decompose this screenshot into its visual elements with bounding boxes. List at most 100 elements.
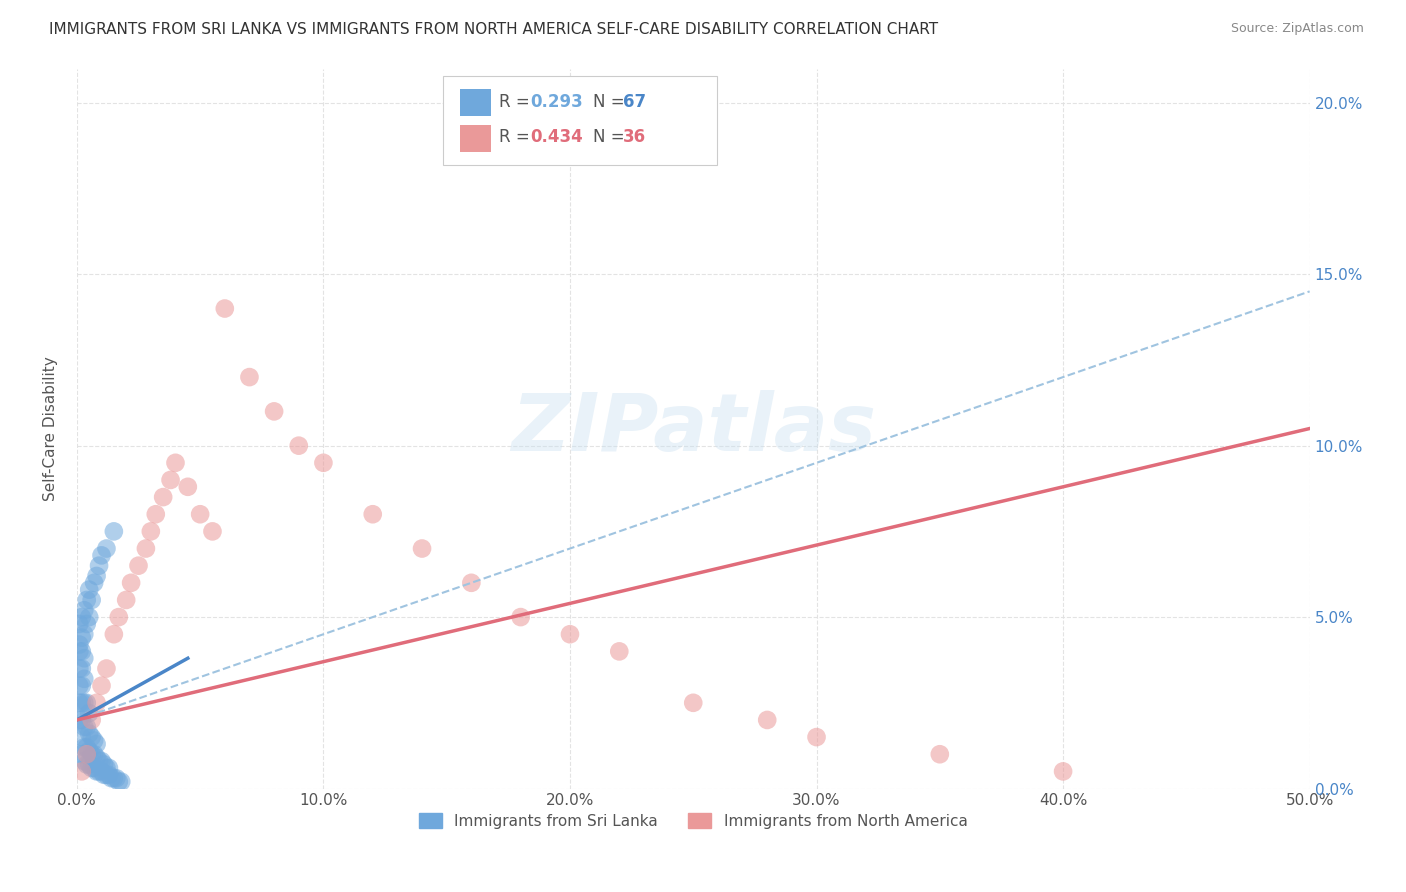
Point: [86, 569, 108, 583]
Point: [460, 575, 482, 590]
Text: R =: R =: [499, 128, 536, 146]
Point: [73, 651, 96, 665]
Point: [177, 480, 200, 494]
Point: [76, 616, 98, 631]
Text: N =: N =: [593, 93, 630, 111]
Point: [73, 627, 96, 641]
Point: [90, 754, 112, 768]
Point: [77, 582, 100, 597]
Point: [145, 507, 167, 521]
Point: [238, 370, 260, 384]
Text: N =: N =: [593, 128, 630, 146]
Point: [96, 541, 118, 556]
Point: [86, 764, 108, 779]
Point: [80, 761, 103, 775]
Point: [90, 764, 112, 779]
Point: [159, 473, 181, 487]
Point: [80, 747, 103, 762]
Text: ZIPatlas: ZIPatlas: [510, 390, 876, 467]
Point: [120, 575, 142, 590]
Point: [86, 696, 108, 710]
Point: [93, 757, 115, 772]
Point: [76, 696, 98, 710]
Point: [76, 720, 98, 734]
Point: [96, 768, 118, 782]
Point: [83, 575, 105, 590]
Point: [110, 774, 132, 789]
Point: [509, 610, 531, 624]
Point: [135, 541, 157, 556]
Point: [97, 761, 120, 775]
Point: [115, 593, 138, 607]
Point: [263, 404, 285, 418]
Point: [103, 524, 125, 539]
Point: [73, 754, 96, 768]
Point: [103, 627, 125, 641]
Point: [214, 301, 236, 316]
Point: [607, 644, 630, 658]
Point: [83, 733, 105, 747]
Point: [70, 696, 93, 710]
Point: [67, 713, 90, 727]
Point: [70, 764, 93, 779]
Point: [87, 558, 110, 573]
Point: [188, 507, 211, 521]
Text: 67: 67: [623, 93, 645, 111]
Point: [80, 730, 103, 744]
Point: [96, 761, 118, 775]
Point: [87, 764, 110, 779]
Point: [361, 507, 384, 521]
Point: [73, 672, 96, 686]
Point: [80, 593, 103, 607]
Point: [312, 456, 335, 470]
Point: [70, 747, 93, 762]
Point: [77, 610, 100, 624]
Point: [411, 541, 433, 556]
Point: [806, 730, 828, 744]
Point: [86, 750, 108, 764]
Point: [201, 524, 224, 539]
Point: [97, 768, 120, 782]
Point: [70, 644, 93, 658]
Point: [67, 638, 90, 652]
Point: [73, 740, 96, 755]
Point: [287, 439, 309, 453]
Point: [558, 627, 581, 641]
Text: 0.293: 0.293: [530, 93, 583, 111]
Point: [70, 610, 93, 624]
Point: [86, 737, 108, 751]
Point: [83, 761, 105, 775]
Point: [96, 661, 118, 675]
Point: [67, 661, 90, 675]
Point: [70, 679, 93, 693]
Point: [165, 456, 187, 470]
Point: [73, 696, 96, 710]
Point: [73, 720, 96, 734]
Point: [100, 771, 122, 785]
Point: [70, 661, 93, 675]
Point: [77, 706, 100, 720]
Point: [76, 593, 98, 607]
Point: [77, 757, 100, 772]
Point: [76, 740, 98, 755]
Point: [107, 610, 129, 624]
Point: [77, 744, 100, 758]
Point: [67, 679, 90, 693]
Point: [76, 747, 98, 762]
Point: [70, 730, 93, 744]
Point: [83, 747, 105, 762]
Point: [90, 679, 112, 693]
Point: [928, 747, 950, 762]
Point: [105, 771, 128, 785]
Point: [77, 726, 100, 740]
Text: IMMIGRANTS FROM SRI LANKA VS IMMIGRANTS FROM NORTH AMERICA SELF-CARE DISABILITY : IMMIGRANTS FROM SRI LANKA VS IMMIGRANTS …: [49, 22, 938, 37]
Point: [67, 696, 90, 710]
Legend: Immigrants from Sri Lanka, Immigrants from North America: Immigrants from Sri Lanka, Immigrants fr…: [413, 806, 973, 835]
Point: [756, 713, 779, 727]
Point: [80, 713, 103, 727]
Text: R =: R =: [499, 93, 536, 111]
Point: [682, 696, 704, 710]
Y-axis label: Self-Care Disability: Self-Care Disability: [44, 356, 58, 501]
Point: [67, 616, 90, 631]
Point: [90, 549, 112, 563]
